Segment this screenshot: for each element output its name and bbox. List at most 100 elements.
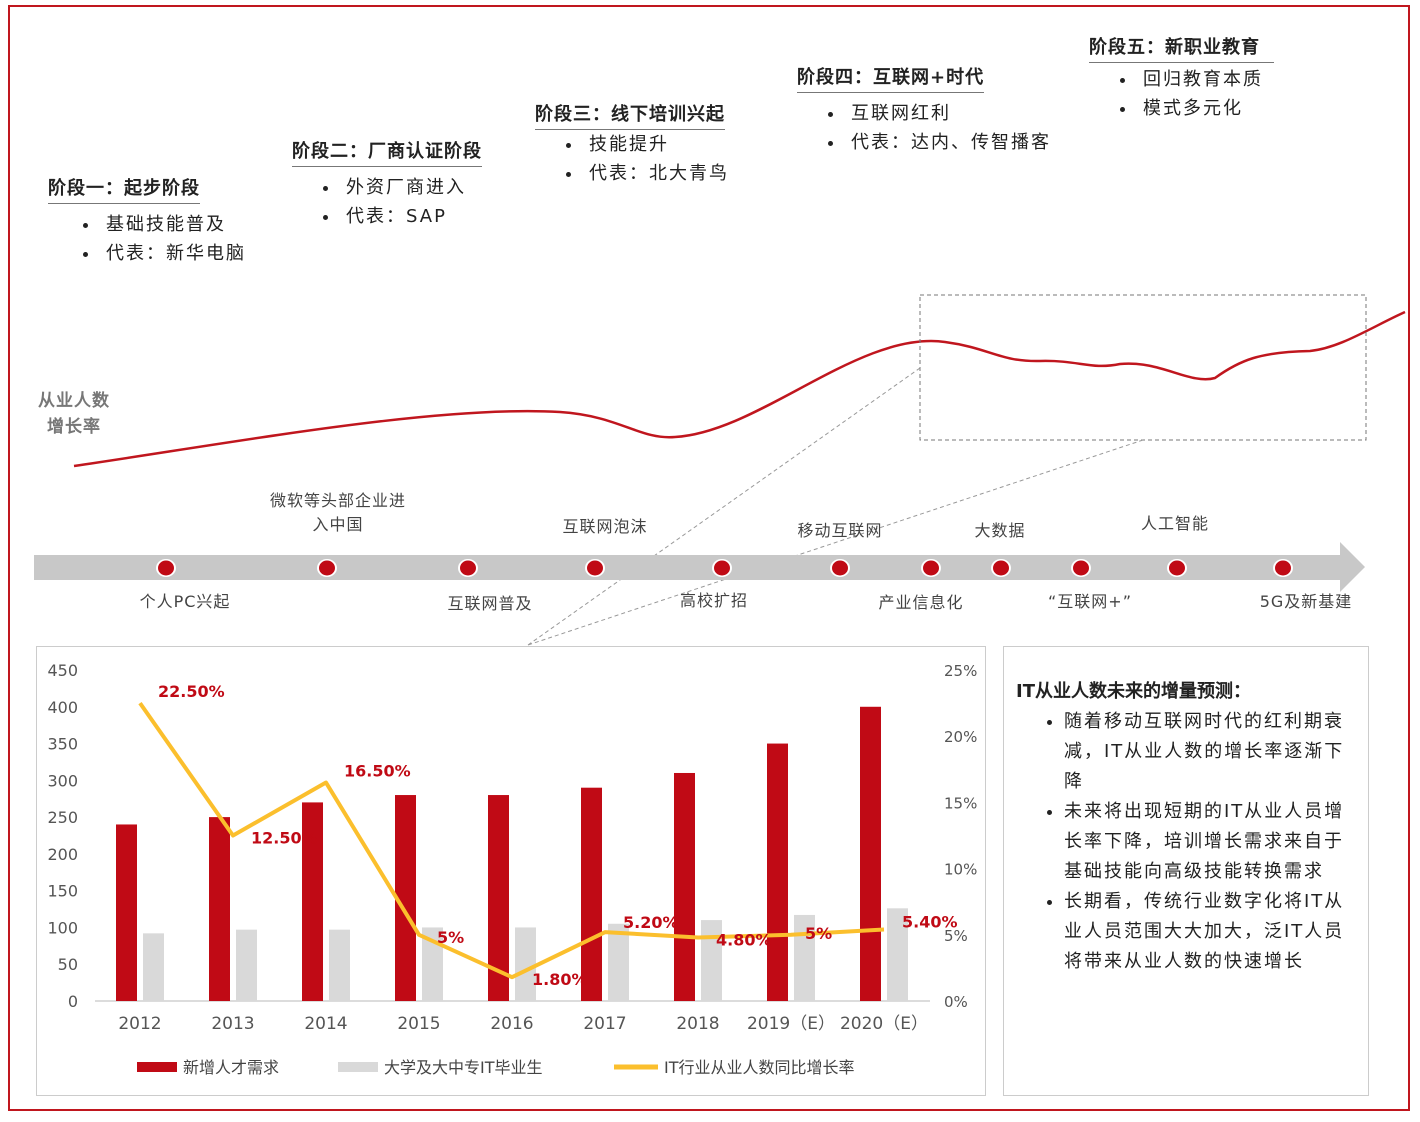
bar-graduates	[887, 908, 908, 1001]
bar-graduates	[515, 927, 536, 1001]
growth-rate-label: 5%	[437, 928, 464, 947]
timeline-arrow	[34, 542, 1365, 592]
bar-graduates	[701, 920, 722, 1001]
stage-title: 阶段一：起步阶段	[48, 174, 200, 204]
timeline-event: 5G及新基建	[1259, 592, 1353, 611]
bar-graduates	[794, 914, 815, 1001]
timeline-dot	[460, 560, 476, 576]
stage-4: 阶段四：互联网+时代 互联网红利代表：达内、传智播客	[797, 63, 1051, 157]
legend-swatch	[338, 1062, 378, 1072]
y2-tick-label: 20%	[944, 728, 977, 746]
bar-graduates	[422, 927, 443, 1001]
x-tick-label: 2018	[676, 1014, 719, 1034]
x-tick-label: 2016	[490, 1014, 533, 1034]
y-tick-label: 400	[47, 698, 78, 717]
x-tick-label: 2017	[583, 1014, 626, 1034]
stage-item: 模式多元化	[1137, 94, 1274, 123]
timeline-dot	[993, 560, 1009, 576]
growth-rate-label: 1.80%	[532, 970, 588, 989]
timeline-dot	[158, 560, 174, 576]
stage-3: 阶段三：线下培训兴起 技能提升代表：北大青鸟	[535, 100, 729, 188]
curve-label-line2: 增长率	[47, 417, 101, 437]
stage-item: 互联网红利	[845, 99, 1051, 128]
timeline-event: 个人PC兴起	[139, 592, 231, 611]
timeline-event: 互联网泡沫	[562, 517, 648, 536]
y2-tick-label: 15%	[944, 794, 977, 812]
bar-graduates	[608, 923, 629, 1001]
timeline-dot	[714, 560, 730, 576]
x-tick-label: 2014	[304, 1014, 347, 1034]
bar-graduates	[143, 933, 164, 1001]
growth-rate-label: 4.80%	[716, 930, 772, 949]
stage-1: 阶段一：起步阶段 基础技能普及代表：新华电脑	[48, 174, 246, 268]
timeline-event: “互联网+”	[1048, 592, 1132, 611]
y-tick-label: 50	[58, 955, 78, 974]
legend-swatch	[137, 1062, 177, 1072]
legend-label: IT行业从业人数同比增长率	[664, 1058, 855, 1077]
x-tick-label: 2012	[118, 1014, 161, 1034]
bar-new-demand	[767, 743, 788, 1001]
forecast-bullet: 随着移动互联网时代的红利期衰减，IT从业人数的增长率逐渐下降	[1064, 707, 1358, 797]
x-tick-label: 2013	[211, 1014, 254, 1034]
frame	[8, 5, 1410, 1111]
timeline-event: 产业信息化	[878, 593, 964, 612]
timeline-event: 微软等头部企业进 入中国	[270, 489, 406, 537]
timeline-dot	[319, 560, 335, 576]
stage-item: 外资厂商进入	[340, 173, 482, 202]
bar-new-demand	[209, 817, 230, 1001]
stage-title: 阶段五：新职业教育	[1089, 33, 1274, 63]
bar-new-demand	[395, 795, 416, 1001]
stage-title: 阶段三：线下培训兴起	[535, 100, 725, 130]
curve-label-line1: 从业人数	[38, 391, 110, 411]
forecast-bullet: 长期看，传统行业数字化将IT从业人员范围大大加大，泛IT人员将带来从业人数的快速…	[1064, 887, 1358, 977]
timeline-event: 互联网普及	[447, 594, 533, 613]
growth-curve-layer	[34, 294, 1406, 646]
event-text: 微软等头部企业进	[269, 491, 407, 510]
y-tick-label: 150	[47, 882, 78, 901]
stage-5: 阶段五：新职业教育 回归教育本质模式多元化	[1089, 33, 1274, 123]
stage-title: 阶段四：互联网+时代	[797, 63, 985, 93]
bar-new-demand	[302, 802, 323, 1001]
stage-item: 技能提升	[583, 130, 729, 159]
forecast-panel: IT从业人数未来的增量预测： 随着移动互联网时代的红利期衰减，IT从业人数的增长…	[1003, 646, 1369, 1096]
curve-axis-label: 从业人数 增长率	[38, 388, 110, 440]
stage-2: 阶段二：厂商认证阶段 外资厂商进入代表：SAP	[292, 137, 482, 231]
stage-item: 代表：达内、传智播客	[845, 128, 1051, 157]
growth-rate-label: 5%	[805, 924, 832, 943]
timeline-event: 移动互联网	[797, 521, 883, 540]
y-tick-label: 250	[47, 808, 78, 827]
bar-new-demand	[860, 706, 881, 1001]
stage-item: 代表：北大青鸟	[583, 159, 729, 188]
y-tick-label: 100	[47, 918, 78, 937]
event-text: 入中国	[312, 515, 364, 534]
growth-rate-line	[138, 701, 885, 980]
timeline-dot	[1275, 560, 1291, 576]
y2-tick-label: 25%	[944, 662, 977, 680]
combo-chart: 0 50 100 150 200 250 300 350 400 450 0% 5% 10% 15% 20%…	[47, 661, 977, 1077]
y-tick-label: 300	[47, 771, 78, 790]
bar-new-demand	[674, 772, 695, 1001]
x-tick-label: 2019（E）	[747, 1014, 835, 1034]
y2-tick-label: 0%	[944, 993, 968, 1011]
growth-rate-label: 5.20%	[623, 913, 679, 932]
stage-item: 代表：SAP	[340, 202, 482, 231]
y-tick-label: 0	[68, 992, 78, 1011]
stage-item: 基础技能普及	[100, 210, 246, 239]
timeline-event: 大数据	[974, 521, 1026, 540]
bar-new-demand	[116, 824, 137, 1001]
y-tick-label: 200	[47, 845, 78, 864]
legend-label: 大学及大中专IT毕业生	[384, 1058, 543, 1077]
growth-rate-label: 5.40%	[902, 913, 958, 932]
bar-new-demand	[581, 787, 602, 1001]
growth-rate-label: 16.50%	[344, 762, 411, 781]
growth-rate-label: 22.50%	[158, 682, 225, 701]
growth-curve	[73, 310, 1406, 468]
x-tick-label: 2015	[397, 1014, 440, 1034]
timeline-dot	[923, 560, 939, 576]
timeline-dot	[1169, 560, 1185, 576]
x-tick-label: 2020（E）	[840, 1014, 928, 1034]
legend-label: 新增人才需求	[183, 1058, 279, 1077]
timeline-dot	[832, 560, 848, 576]
y-tick-label: 350	[47, 735, 78, 754]
